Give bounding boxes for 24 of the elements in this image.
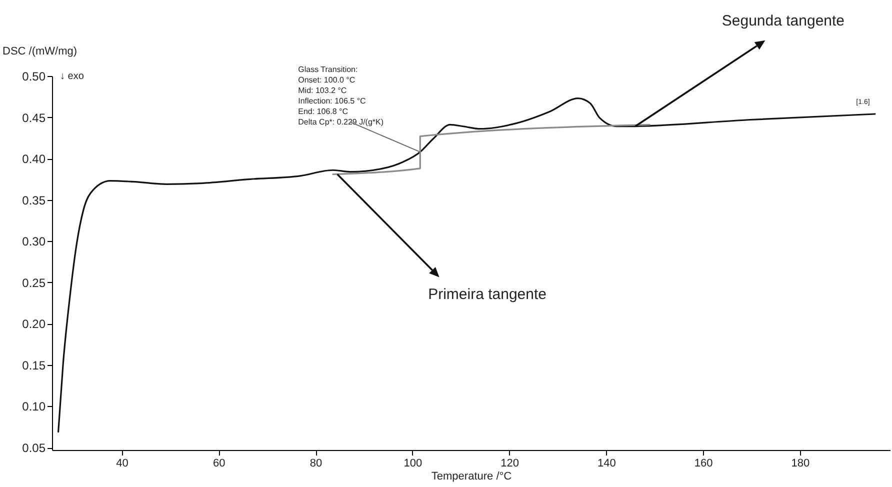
x-tick-label: 140 [597, 458, 616, 470]
x-axis-title: Temperature /°C [431, 470, 512, 482]
annotation: Segunda tangente [722, 12, 845, 30]
y-axis-title: DSC /(mW/mg) [2, 46, 78, 58]
x-tick-label: 60 [213, 458, 226, 470]
y-tick-label: 0.20 [22, 317, 46, 332]
x-tick-label: 180 [791, 458, 810, 470]
x-tick-label: 100 [404, 458, 422, 470]
y-tick-label: 0.10 [22, 400, 46, 414]
y-tick-label: 0.30 [22, 234, 46, 249]
x-tick-label: 160 [694, 458, 713, 470]
x-tick-label: 120 [500, 458, 519, 470]
x-tick-label: 80 [310, 458, 322, 470]
annotation: Primeira tangente [428, 286, 547, 304]
annotation: Glass Transition: Onset: 100.0 °C Mid: 103.2 °C Inflection: 106.5 °C End: 106.8 °C Delta Cp*: 0.229 J/(g*K) [298, 64, 384, 126]
y-tick-label: 0.15 [22, 358, 46, 372]
annotation: ↓ exo [60, 71, 84, 82]
y-tick-label: 0.35 [22, 193, 46, 208]
y-tick-label: 0.45 [22, 110, 46, 125]
y-tick-label: 0.50 [22, 70, 46, 84]
x-tick-label: 40 [116, 458, 128, 470]
y-tick-label: 0.40 [22, 152, 46, 166]
y-tick-label: 0.05 [22, 441, 46, 456]
y-tick-label: 0.25 [22, 276, 46, 290]
